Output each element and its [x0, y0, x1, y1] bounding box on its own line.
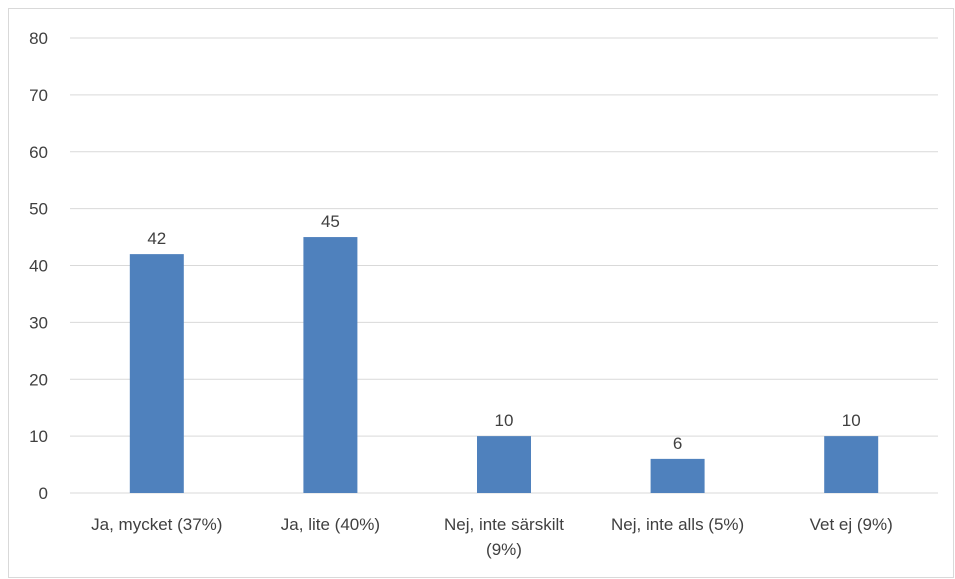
y-tick-label: 80: [29, 29, 48, 48]
bars: [129, 237, 879, 493]
y-tick-label: 50: [29, 200, 48, 219]
category-label: (9%): [486, 540, 522, 559]
gridlines: [70, 37, 938, 494]
data-label: 6: [673, 434, 682, 453]
data-label: 10: [495, 411, 514, 430]
y-tick-label: 70: [29, 86, 48, 105]
category-label: Ja, mycket (37%): [91, 515, 222, 534]
y-tick-label: 10: [29, 427, 48, 446]
y-tick-label: 40: [29, 257, 48, 276]
category-label: Nej, inte alls (5%): [611, 515, 744, 534]
data-labels: 42 45 10 6 10: [147, 212, 860, 453]
category-label: Vet ej (9%): [810, 515, 893, 534]
data-label: 45: [321, 212, 340, 231]
bar: [477, 436, 531, 493]
bar: [824, 436, 879, 493]
bar: [129, 254, 184, 493]
category-label: Ja, lite (40%): [281, 515, 380, 534]
y-tick-label: 0: [39, 484, 48, 503]
y-axis-ticks: 0 10 20 30 40 50 60 70 80: [29, 29, 48, 503]
y-tick-label: 20: [29, 370, 48, 389]
bar: [650, 458, 705, 493]
category-label: Nej, inte särskilt: [444, 515, 564, 534]
data-label: 42: [147, 229, 166, 248]
data-label: 10: [842, 411, 861, 430]
bar: [303, 237, 358, 493]
y-tick-label: 60: [29, 143, 48, 162]
category-labels: Ja, mycket (37%) Ja, lite (40%) Nej, inte …: [91, 515, 893, 559]
y-tick-label: 30: [29, 313, 48, 332]
